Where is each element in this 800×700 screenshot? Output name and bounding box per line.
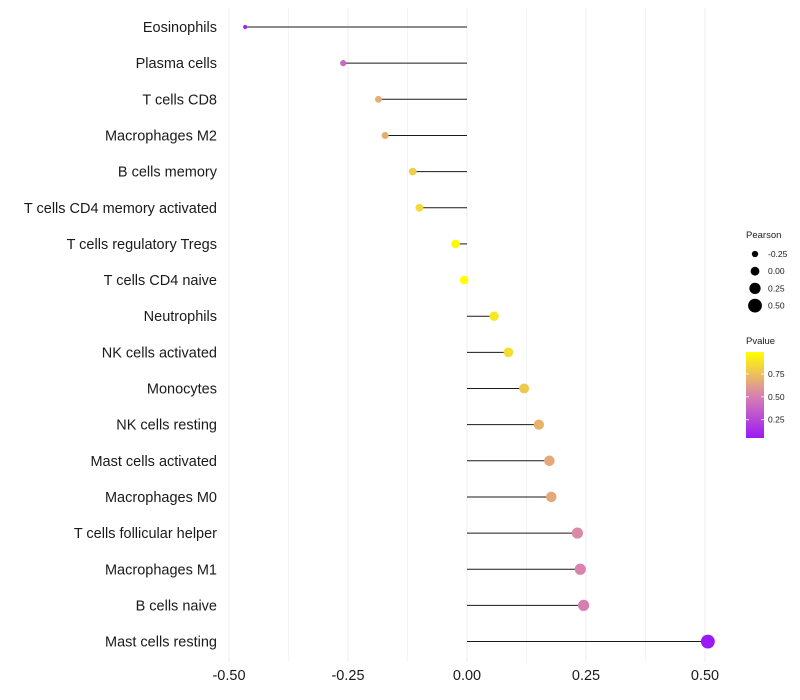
point-2 [374, 95, 382, 103]
point-15 [574, 563, 586, 575]
grid-lines [228, 8, 706, 662]
point-10 [519, 383, 530, 394]
pvalue-legend-label: 0.50 [768, 392, 785, 402]
point-14 [571, 527, 583, 539]
pearson-legend-title: Pearson [746, 230, 781, 241]
pearson-legend-label: 0.50 [768, 301, 785, 311]
pearson-legend-label: 0.00 [768, 266, 785, 276]
point-13 [545, 491, 557, 503]
y-label: Macrophages M2 [105, 128, 217, 144]
point-17 [700, 634, 715, 649]
point-6 [451, 239, 460, 249]
point-7 [459, 275, 469, 285]
point-4 [408, 167, 417, 176]
y-label: NK cells activated [102, 345, 217, 361]
x-axis-tick-labels: -0.50 -0.25 0.00 0.25 0.50 [212, 668, 719, 684]
y-label: Plasma cells [136, 56, 217, 72]
y-label: Macrophages M0 [105, 490, 217, 506]
x-tick-label: 0.00 [453, 668, 481, 684]
pvalue-legend-label: 0.75 [768, 369, 785, 379]
y-label: T cells CD8 [142, 92, 217, 108]
x-tick-label: 0.50 [691, 668, 719, 684]
y-label: Monocytes [147, 382, 217, 398]
pearson-legend-dot [750, 266, 760, 276]
y-label: Eosinophils [143, 20, 217, 36]
lollipop-points [243, 24, 715, 649]
point-0 [243, 24, 248, 30]
pearson-size-legend: Pearson -0.25 0.00 0.25 0.50 [746, 230, 788, 313]
pearson-legend-label: -0.25 [768, 249, 788, 259]
y-label: NK cells resting [116, 418, 217, 434]
y-label: Mast cells activated [90, 454, 217, 470]
y-label: Macrophages M1 [105, 562, 217, 578]
y-label: B cells memory [118, 165, 218, 181]
pearson-legend-dot [751, 250, 759, 258]
y-label: T cells follicular helper [74, 526, 217, 542]
point-11 [533, 419, 545, 430]
pvalue-legend-label: 0.25 [768, 415, 785, 425]
y-label: T cells CD4 naive [104, 273, 217, 289]
x-tick-label: 0.25 [572, 668, 600, 684]
pvalue-colorbar [746, 352, 764, 438]
point-16 [577, 599, 590, 612]
lollipop-stems [245, 26, 708, 643]
pearson-legend-label: 0.25 [768, 283, 785, 293]
x-tick-label: -0.25 [331, 668, 364, 684]
y-label: B cells naive [136, 598, 217, 614]
pvalue-color-legend: Pvalue 0.25 0.50 0.75 [746, 336, 785, 438]
y-label: Mast cells resting [105, 635, 217, 651]
y-label: T cells CD4 memory activated [24, 201, 217, 217]
y-label: T cells regulatory Tregs [67, 237, 217, 253]
pvalue-legend-title: Pvalue [746, 336, 775, 347]
point-1 [340, 60, 347, 67]
point-5 [415, 203, 424, 212]
y-label: Neutrophils [144, 309, 217, 325]
point-3 [381, 131, 389, 139]
point-8 [489, 311, 499, 321]
point-9 [503, 347, 514, 358]
x-tick-label: -0.50 [212, 668, 245, 684]
pearson-legend-dot [749, 282, 761, 295]
pearson-legend-dot [748, 298, 762, 313]
y-axis-labels: Eosinophils Plasma cells T cells CD8 Macrop… [24, 20, 218, 651]
point-12 [544, 455, 555, 467]
